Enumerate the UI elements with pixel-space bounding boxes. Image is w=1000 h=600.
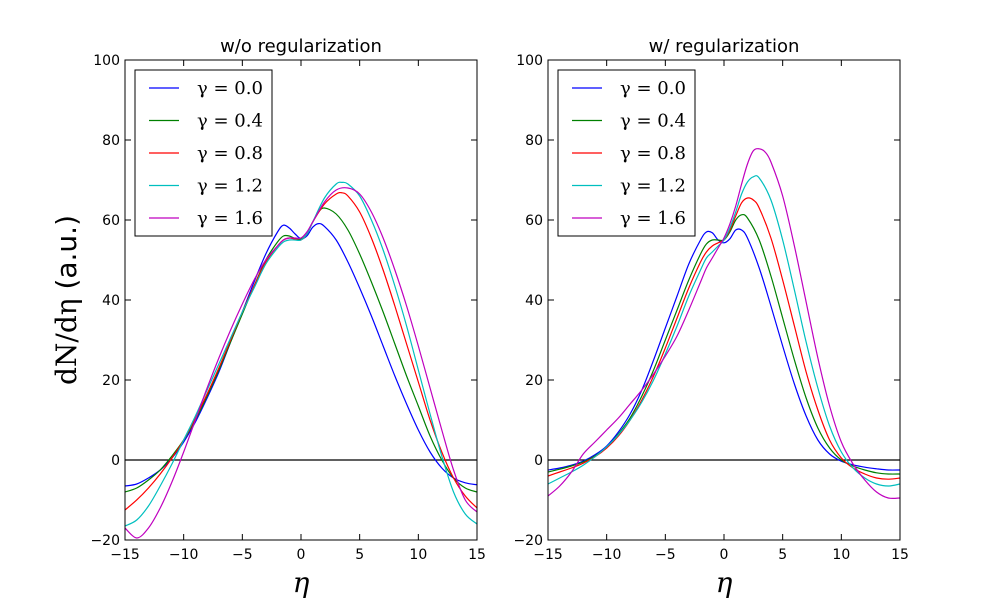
right-x-tick-label: 10 [832,547,850,563]
right-series-line-4 [548,148,900,500]
left-x-tick-label: −5 [232,547,253,563]
left-series-line-3 [125,181,477,527]
right-y-tick-label: 60 [525,213,543,229]
right-legend-label-2: γ = 0.8 [620,143,686,164]
right-x-tick-label: 0 [720,547,729,563]
right-x-axis-label: η [716,566,733,599]
right-legend-label-0: γ = 0.0 [620,78,686,99]
left-chart-panel: w/o regularization −15 −10 −5 0 5 10 15 −20 0 20 40… [90,36,485,599]
left-legend-label-0: γ = 0.0 [197,78,263,99]
left-x-tick-label: −15 [110,547,140,563]
right-x-tick-label: −10 [592,547,622,563]
right-y-tick-label: 20 [525,373,543,389]
right-chart-title: w/ regularization [649,36,800,57]
left-legend: γ = 0.0 γ = 0.4 γ = 0.8 γ = 1.2 γ = 1.6 [134,69,273,237]
left-series-line-1 [125,207,477,493]
left-plot-frame [124,59,478,541]
right-legend: γ = 0.0 γ = 0.4 γ = 0.8 γ = 1.2 γ = 1.6 [557,69,696,237]
right-x-tick-label: 5 [778,547,787,563]
left-x-tick-label: 15 [468,547,486,563]
right-series-line-3 [548,175,900,487]
left-x-tick-label: 5 [355,547,364,563]
left-legend-label-2: γ = 0.8 [197,143,263,164]
left-series-line-0 [125,222,477,487]
left-y-tick-label: 20 [102,373,120,389]
right-legend-label-1: γ = 0.4 [620,111,686,132]
right-x-tick-label: −15 [533,547,563,563]
right-y-tick-label: 0 [534,453,543,469]
right-y-tick-label: 40 [525,293,543,309]
left-y-tick-label: 100 [93,53,120,69]
left-y-tick-label: 60 [102,213,120,229]
left-y-tick-label: −20 [90,533,120,549]
y-axis-label: dN/dη (a.u.) [50,215,84,385]
right-plot-frame [547,59,901,541]
right-x-tick-label: 15 [891,547,909,563]
right-y-tick-label: 100 [516,53,543,69]
left-x-tick-label: −10 [169,547,199,563]
right-legend-label-4: γ = 1.6 [620,208,686,229]
left-x-tick-label: 10 [409,547,427,563]
right-series-line-0 [548,228,900,471]
left-chart-title: w/o regularization [220,36,382,57]
right-legend-label-3: γ = 1.2 [620,176,686,197]
left-legend-label-3: γ = 1.2 [197,176,263,197]
left-legend-label-4: γ = 1.6 [197,208,263,229]
left-x-tick-label: 0 [297,547,306,563]
left-y-tick-label: 0 [111,453,120,469]
left-y-tick-label: 40 [102,293,120,309]
left-y-tick-label: 80 [102,133,120,149]
right-y-tick-label: −20 [513,533,543,549]
right-y-tick-label: 80 [525,133,543,149]
right-x-tick-label: −5 [655,547,676,563]
left-x-axis-label: η [293,566,310,599]
left-series-line-4 [125,187,477,539]
left-legend-label-1: γ = 0.4 [197,111,263,132]
right-chart-panel: w/ regularization −15 −10 −5 0 5 10 15 −20 0 20 40 6… [513,36,908,599]
